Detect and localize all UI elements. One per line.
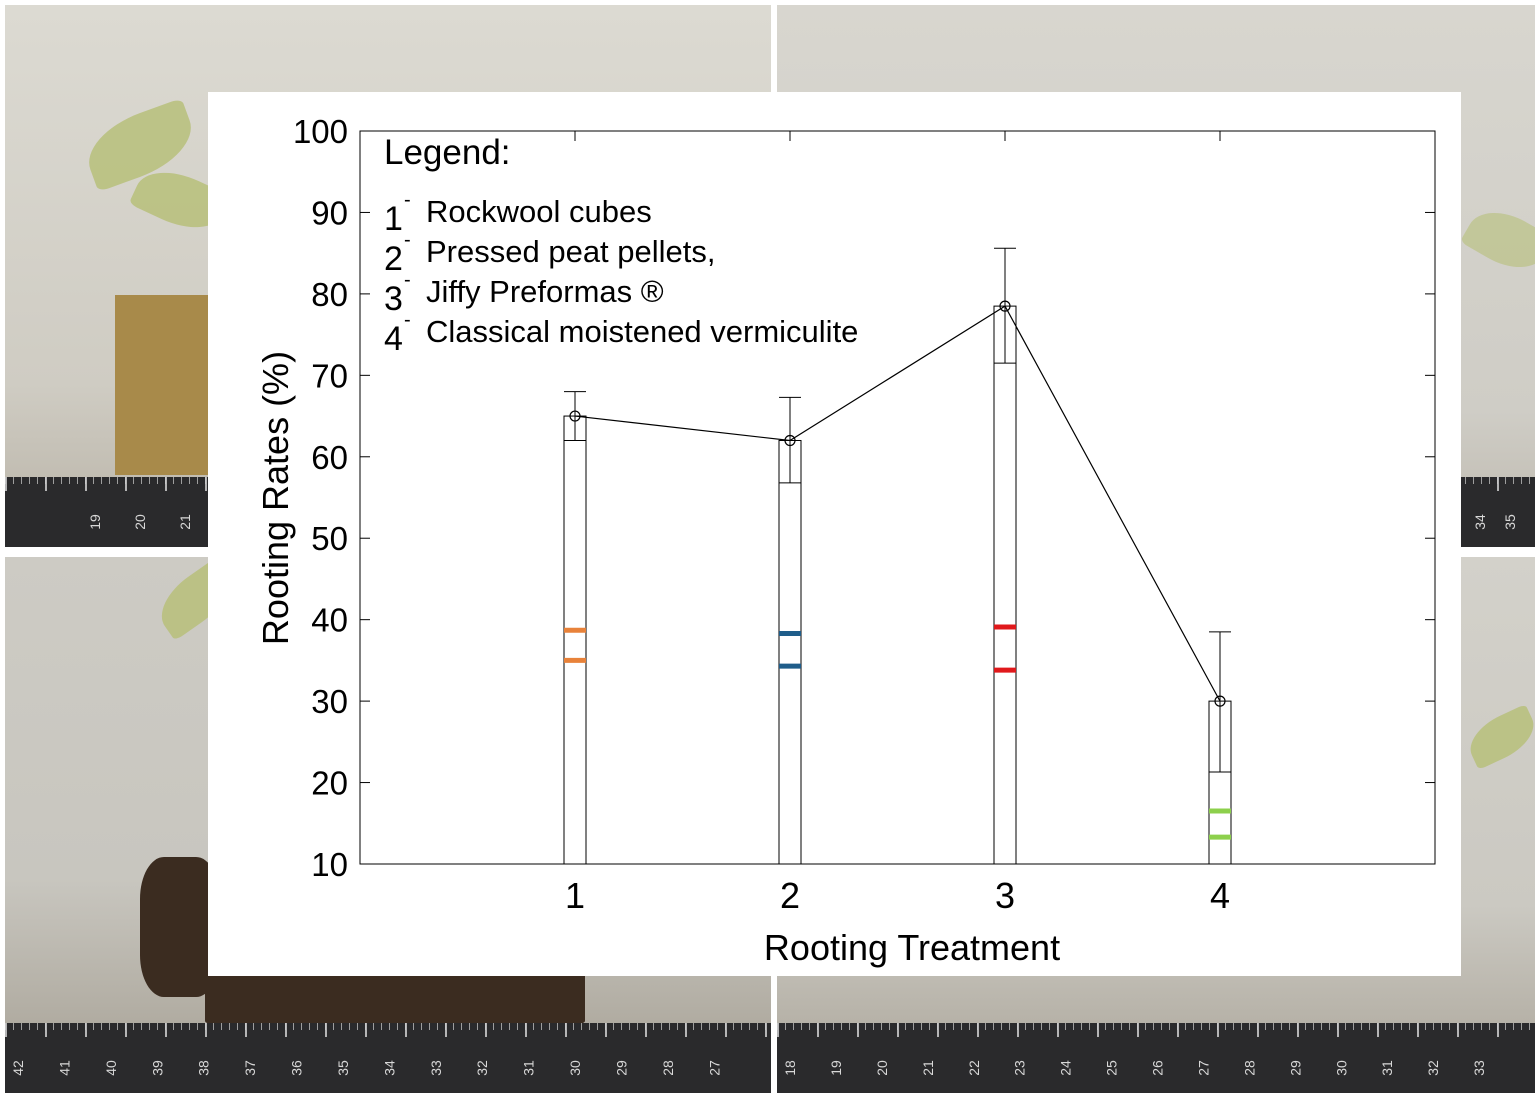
ruler-number: 24 [1058, 1060, 1074, 1076]
ruler-number: 33 [428, 1060, 444, 1076]
ruler-number: 41 [56, 1060, 72, 1076]
y-tick-label: 80 [311, 276, 348, 313]
ruler-number: 30 [1333, 1060, 1349, 1076]
legend-number: 3 [384, 280, 403, 318]
ruler-number: 18 [782, 1060, 798, 1076]
y-tick-label: 60 [311, 439, 348, 476]
ruler-number: 20 [132, 514, 148, 530]
legend-label: Rockwool cubes [426, 194, 652, 229]
legend-label: Pressed peat pellets, [426, 234, 716, 269]
y-tick-label: 40 [311, 602, 348, 639]
y-tick-label: 30 [311, 683, 348, 720]
ruler-number: 21 [177, 514, 193, 530]
ruler-number: 28 [1241, 1060, 1257, 1076]
bar [993, 305, 1017, 865]
ruler-number: 25 [1104, 1060, 1120, 1076]
ruler-number: 22 [966, 1060, 982, 1076]
ruler-number: 35 [335, 1060, 351, 1076]
ruler-number: 28 [660, 1060, 676, 1076]
ruler-number: 32 [1425, 1060, 1441, 1076]
ruler-number: 33 [1471, 1060, 1487, 1076]
y-tick-label: 70 [311, 357, 348, 394]
mean-marker [569, 410, 581, 422]
x-tick-label: 3 [995, 875, 1015, 916]
x-tick-label: 4 [1210, 875, 1230, 916]
ruler-number: 36 [289, 1060, 305, 1076]
mean-marker [999, 300, 1011, 312]
ruler-number: 29 [1287, 1060, 1303, 1076]
x-axis: 1 2 3 4 [565, 131, 1230, 916]
ruler-number: 31 [1379, 1060, 1395, 1076]
legend-dash: - [404, 189, 411, 211]
ruler-number: 29 [614, 1060, 630, 1076]
legend-number: 1 [384, 200, 403, 238]
y-axis-label: Rooting Rates (%) [255, 351, 296, 645]
y-axis: 10 20 30 40 50 60 70 80 90 100 [293, 113, 1435, 883]
ruler-number: 27 [1195, 1060, 1211, 1076]
plot-area [359, 130, 1436, 865]
ruler-number: 34 [381, 1060, 397, 1076]
ruler-number: 39 [149, 1060, 165, 1076]
legend-dash: - [404, 269, 411, 291]
ruler-bottom-left: 42 41 40 39 38 37 36 35 34 33 32 31 30 29 28 27 [5, 1023, 771, 1093]
ruler-number: 42 [10, 1060, 26, 1076]
y-tick-label: 20 [311, 765, 348, 802]
legend-dash: - [404, 229, 411, 251]
ruler-number: 21 [920, 1060, 936, 1076]
legend-number: 2 [384, 240, 403, 278]
y-tick-label: 50 [311, 520, 348, 557]
y-tick-label: 100 [293, 113, 348, 150]
ruler-number: 26 [1150, 1060, 1166, 1076]
ruler-number: 31 [521, 1060, 537, 1076]
ruler-number: 35 [1502, 514, 1518, 530]
ruler-number: 40 [103, 1060, 119, 1076]
ruler-number: 34 [1472, 514, 1488, 530]
ruler-number: 30 [567, 1060, 583, 1076]
x-tick-label: 1 [565, 875, 585, 916]
mean-line-layer [569, 300, 1226, 707]
ruler-number: 32 [474, 1060, 490, 1076]
ruler-number: 23 [1012, 1060, 1028, 1076]
y-tick-label: 10 [311, 846, 348, 883]
bar [778, 439, 802, 865]
legend-label: Classical moistened vermiculite [426, 314, 858, 349]
ruler-number: 27 [706, 1060, 722, 1076]
ruler-number: 37 [242, 1060, 258, 1076]
ruler-number: 38 [196, 1060, 212, 1076]
mean-marker [784, 434, 796, 447]
ruler-bottom-right: 18 19 20 21 22 23 24 25 26 27 28 29 30 31 32 33 [777, 1023, 1535, 1093]
x-tick-label: 2 [780, 875, 800, 916]
legend-number: 4 [384, 320, 403, 358]
legend-label: Jiffy Preformas ® [426, 274, 664, 309]
bar [563, 415, 587, 865]
y-tick-label: 90 [311, 194, 348, 231]
legend-title: Legend: [384, 133, 511, 172]
ruler-number: 19 [87, 514, 103, 530]
ruler-number: 19 [828, 1060, 844, 1076]
x-axis-label: Rooting Treatment [764, 927, 1060, 968]
legend-dash: - [404, 309, 411, 331]
bars-layer [563, 247, 1232, 865]
ruler-number: 20 [874, 1060, 890, 1076]
mean-line [574, 305, 1221, 702]
mean-marker [1214, 695, 1226, 707]
